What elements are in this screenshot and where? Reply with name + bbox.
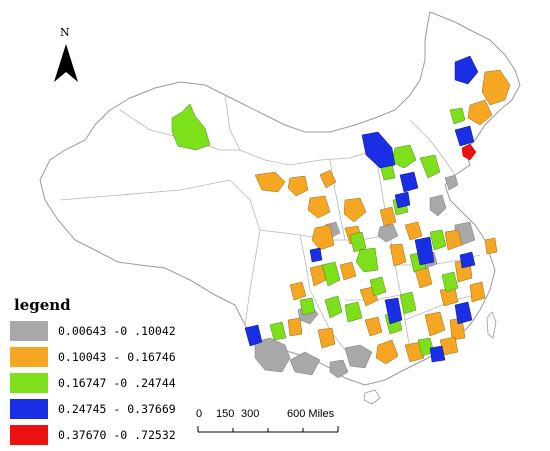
legend: legend 0.00643 -0 .10042 0.10043 - 0.167… [10, 296, 250, 448]
scale-label-0: 0 [196, 408, 203, 420]
scale-label-600: 600 Miles [287, 408, 335, 420]
class2-regions [254, 69, 511, 365]
islands [363, 311, 497, 405]
class5-regions [461, 143, 477, 161]
legend-label: 0.37670 -0 .72532 [58, 428, 176, 442]
legend-swatch [10, 399, 48, 419]
legend-label: 0.16747 -0 .24744 [58, 376, 176, 390]
legend-item: 0.10043 - 0.16746 [10, 344, 250, 370]
legend-swatch [10, 347, 48, 367]
legend-item: 0.16747 -0 .24744 [10, 370, 250, 396]
scale-label-300: 300 [241, 408, 260, 420]
legend-swatch [10, 373, 48, 393]
legend-label: 0.00643 -0 .10042 [58, 324, 176, 338]
legend-swatch [10, 321, 48, 341]
class3-regions [171, 103, 466, 357]
north-label: N [60, 26, 70, 39]
legend-item: 0.37670 -0 .72532 [10, 422, 250, 448]
scale-bar [197, 426, 339, 433]
scale-bar-labels: 0 150 300 600 Miles [196, 408, 346, 448]
legend-label: 0.24745 - 0.37669 [58, 402, 176, 416]
legend-title: legend [14, 296, 71, 314]
north-arrow-icon [54, 44, 78, 82]
legend-item: 0.00643 -0 .10042 [10, 318, 250, 344]
class4-regions [244, 55, 479, 363]
legend-swatch [10, 425, 48, 445]
scale-label-150: 150 [216, 408, 235, 420]
legend-label: 0.10043 - 0.16746 [58, 350, 176, 364]
legend-item: 0.24745 - 0.37669 [10, 396, 250, 422]
